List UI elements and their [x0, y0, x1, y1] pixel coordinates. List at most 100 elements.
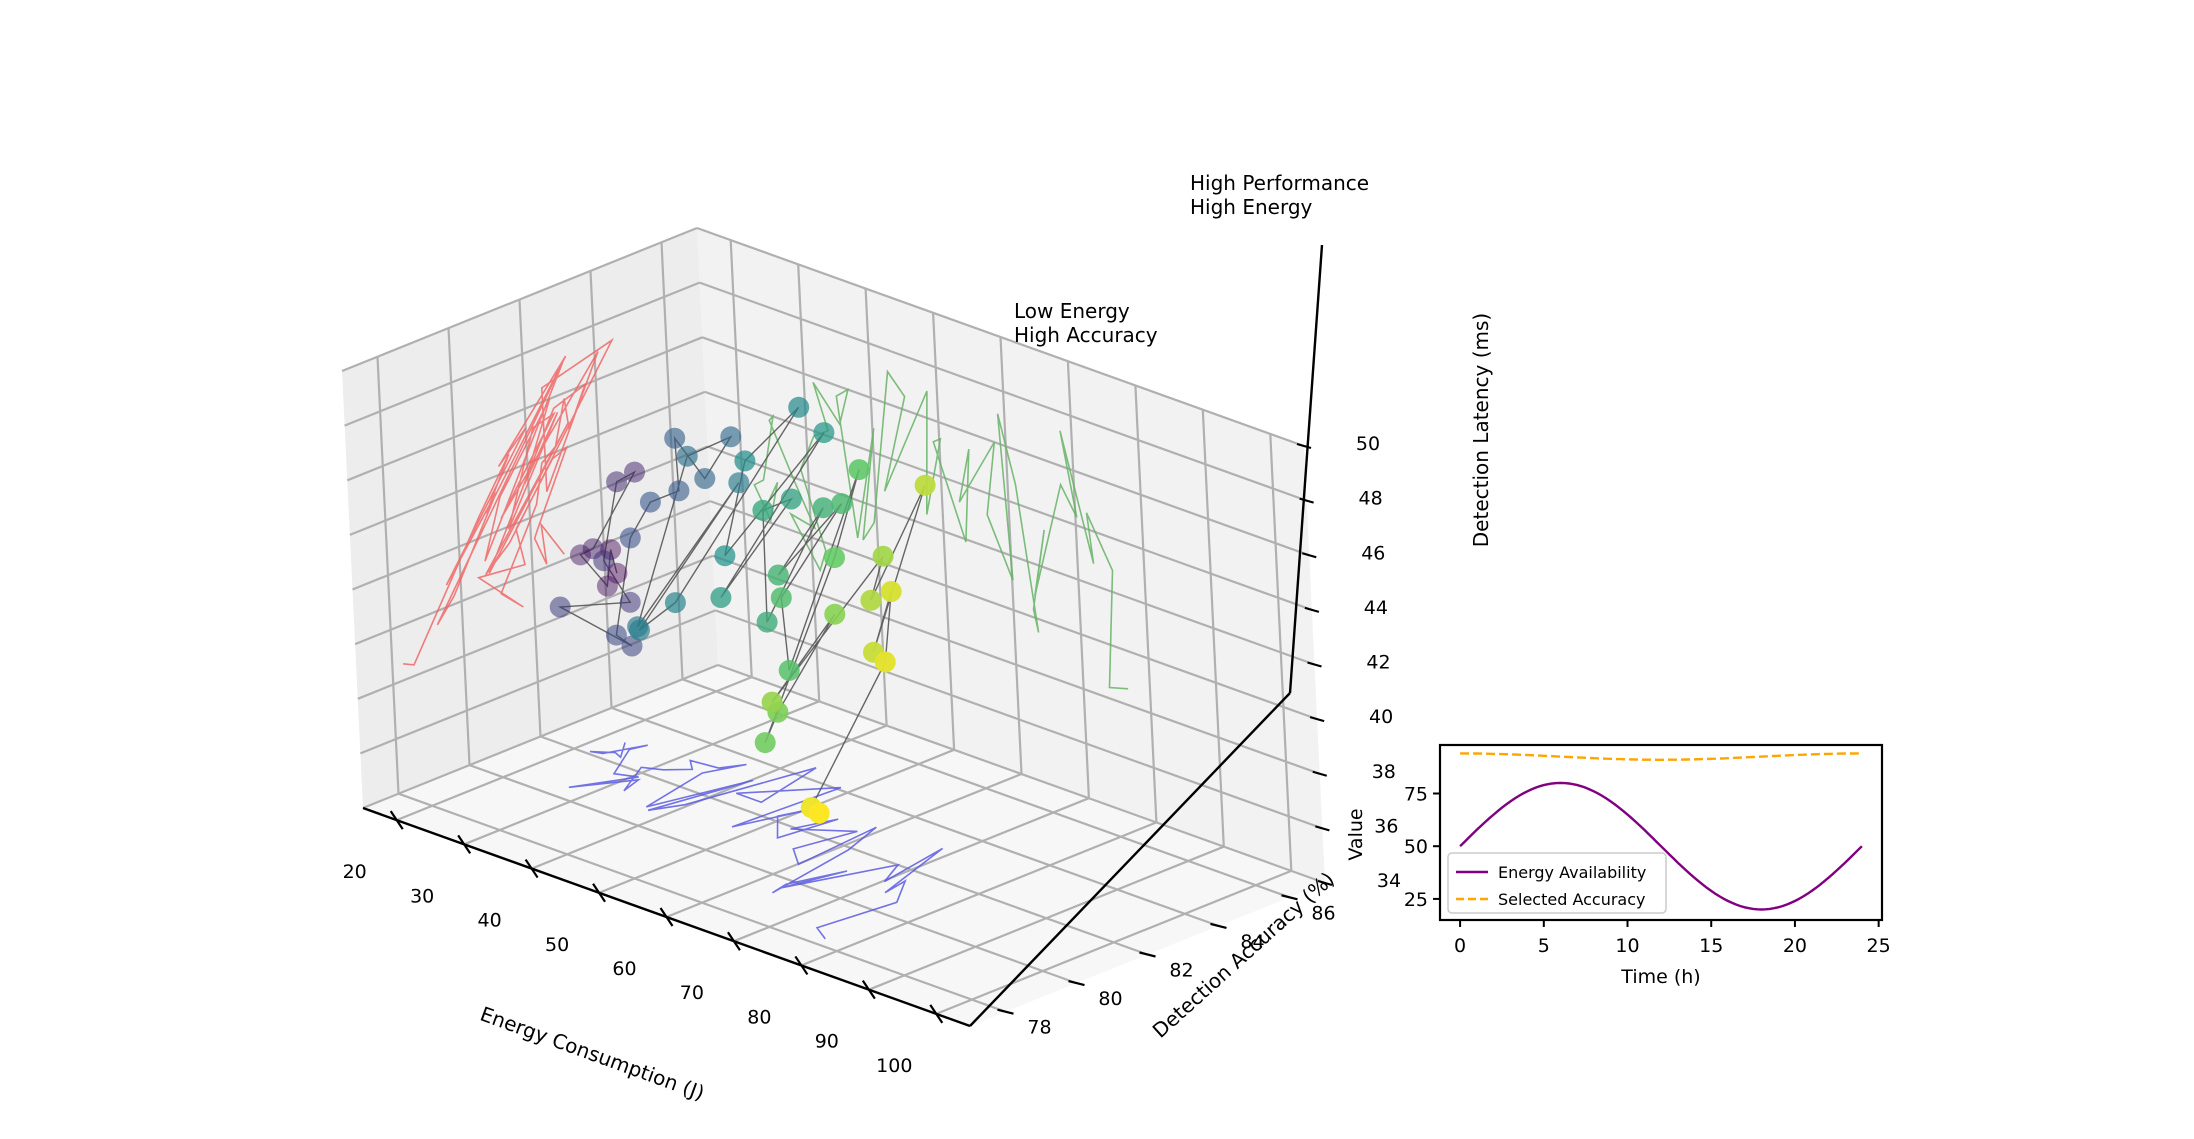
scatter-point	[676, 445, 698, 467]
x-axis-label: Energy Consumption (J)	[477, 1002, 708, 1106]
z-axis-label: Detection Latency (ms)	[1469, 313, 1493, 547]
scatter-point	[605, 624, 627, 646]
gridline-z-back	[696, 226, 1305, 448]
3d-axes: 20 30 40 50 60 70 80 90 100 78 80 82 84 86 34 36 38 40 42 4…	[343, 244, 1401, 1077]
inset-series-line	[1460, 752, 1862, 761]
scatter-point	[624, 461, 645, 483]
z-tick	[1304, 606, 1320, 613]
scatter-point	[848, 459, 870, 481]
z-tick	[1309, 716, 1325, 723]
gridline-z-back	[717, 663, 1326, 885]
gridline-z-back	[699, 281, 1307, 502]
gridline-y-floor	[398, 792, 1006, 1013]
y-tick	[997, 1008, 1014, 1015]
z-tick-label: 46	[1361, 542, 1385, 564]
x-tick-label: 20	[343, 861, 367, 883]
3d-axis-panes	[342, 228, 1325, 1026]
scatter-point	[812, 497, 834, 519]
z-tick	[1307, 661, 1322, 668]
gridline-y-floor	[611, 706, 1219, 927]
inset-legend	[1447, 852, 1667, 914]
x-tick	[861, 980, 876, 1000]
trajectory-line	[557, 406, 926, 814]
inset-x-tick-label: 20	[1783, 935, 1807, 957]
scatter-point	[570, 544, 591, 566]
x-tick	[727, 931, 741, 951]
x-tick	[659, 907, 674, 927]
scatter-point	[629, 619, 650, 641]
x-tick	[592, 883, 606, 903]
gridline-z-side	[346, 336, 703, 482]
x-tick-label: 40	[478, 910, 502, 932]
y-tick-label: 78	[1027, 1017, 1051, 1039]
z-tick	[1317, 879, 1333, 887]
annotation-high-accuracy: High Accuracy	[1014, 323, 1158, 347]
scatter-point	[788, 396, 810, 418]
scatter-point	[668, 480, 690, 502]
inset-y-axis-label: Value	[1345, 808, 1367, 860]
gridline-y-floor	[469, 764, 1077, 985]
projection-side-wall-line	[403, 337, 615, 666]
scatter-point	[761, 691, 783, 713]
scatter-point	[880, 581, 902, 602]
z-tick-label: 44	[1364, 597, 1388, 619]
inset-frame	[1438, 743, 1884, 922]
y-tick	[1139, 951, 1156, 958]
scatter-point	[824, 603, 846, 625]
z-tick-label: 34	[1377, 870, 1401, 892]
inset-y-tick-label: 50	[1404, 836, 1428, 858]
scatter-point	[720, 426, 742, 448]
y-axis-line	[969, 692, 1291, 1027]
projection-floor-line	[568, 742, 944, 940]
inset-x-tick-label: 15	[1699, 935, 1723, 957]
gridline-z-side	[341, 226, 698, 373]
scatter-point	[619, 527, 641, 549]
y-tick-label: 84	[1240, 931, 1264, 953]
x-tick	[457, 834, 472, 854]
scatter-point	[780, 488, 802, 510]
scatter-point	[756, 611, 778, 633]
scatter-point	[914, 474, 936, 496]
scatter-point	[770, 587, 792, 609]
scatter-point	[664, 592, 686, 614]
gridline-z-side	[359, 609, 716, 755]
z-tick	[1312, 770, 1328, 777]
gridline-z-side	[362, 663, 719, 810]
gridline-z-side	[352, 445, 708, 591]
inset-x-tick-label: 5	[1538, 935, 1550, 957]
x-tick	[524, 858, 539, 879]
inset-x-tick-label: 25	[1867, 935, 1891, 957]
scatter-point	[710, 587, 732, 608]
z-tick	[1301, 552, 1317, 559]
z-tick	[1296, 442, 1312, 450]
x-tick-label: 70	[680, 982, 704, 1004]
scatter-point	[813, 422, 835, 444]
z-tick-label: 42	[1366, 652, 1390, 674]
x-tick-label: 100	[876, 1055, 912, 1077]
scatter-point	[728, 472, 750, 494]
z-tick-label: 38	[1372, 761, 1396, 783]
x-tick-label: 80	[747, 1006, 771, 1028]
y-tick-label: 80	[1098, 988, 1122, 1010]
scatter-point	[619, 591, 641, 613]
scatter-point	[734, 450, 756, 472]
y-tick	[1210, 922, 1227, 929]
scatter-point	[606, 562, 628, 584]
y-tick-label: 86	[1311, 902, 1335, 924]
gridline-z-back	[704, 390, 1313, 611]
inset-y-tick-label: 25	[1404, 889, 1428, 911]
gridline-z-side	[344, 281, 701, 427]
scatter-point	[767, 564, 789, 586]
gridline-z-back	[712, 554, 1321, 775]
scatter-point	[621, 635, 643, 657]
scatter-point	[596, 575, 618, 597]
y-tick-label: 82	[1169, 960, 1193, 982]
inset-y-tick-label: 75	[1404, 783, 1428, 805]
gridline-z-side	[349, 390, 706, 536]
inset-x-axis-label: Time (h)	[1620, 966, 1700, 988]
x-tick-label: 50	[545, 934, 569, 956]
scatter-point	[860, 589, 882, 611]
y-tick	[1281, 894, 1298, 901]
scatter-point	[606, 471, 628, 493]
scatter-point	[778, 659, 800, 681]
